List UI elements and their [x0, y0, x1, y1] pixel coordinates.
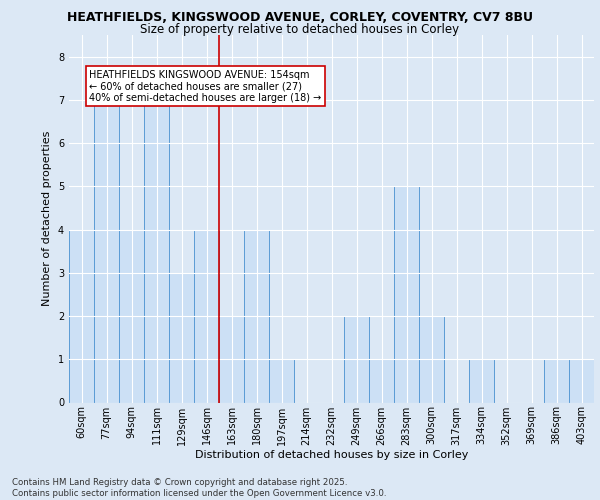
Bar [244, 230, 269, 402]
Bar [94, 100, 119, 402]
Y-axis label: Number of detached properties: Number of detached properties [43, 131, 52, 306]
Text: Size of property relative to detached houses in Corley: Size of property relative to detached ho… [140, 22, 460, 36]
Bar [219, 316, 244, 402]
Bar [569, 360, 594, 403]
X-axis label: Distribution of detached houses by size in Corley: Distribution of detached houses by size … [195, 450, 468, 460]
Bar [344, 316, 369, 402]
Bar [144, 100, 169, 402]
Text: HEATHFIELDS KINGSWOOD AVENUE: 154sqm
← 60% of detached houses are smaller (27)
4: HEATHFIELDS KINGSWOOD AVENUE: 154sqm ← 6… [89, 70, 321, 103]
Bar [69, 230, 94, 402]
Text: Contains HM Land Registry data © Crown copyright and database right 2025.
Contai: Contains HM Land Registry data © Crown c… [12, 478, 386, 498]
Bar [544, 360, 569, 403]
Text: HEATHFIELDS, KINGSWOOD AVENUE, CORLEY, COVENTRY, CV7 8BU: HEATHFIELDS, KINGSWOOD AVENUE, CORLEY, C… [67, 11, 533, 24]
Bar [419, 316, 444, 402]
Bar [119, 230, 144, 402]
Bar [194, 230, 219, 402]
Bar [369, 360, 394, 403]
Bar [269, 360, 294, 403]
Bar [169, 273, 194, 402]
Bar [469, 360, 494, 403]
Bar [394, 186, 419, 402]
